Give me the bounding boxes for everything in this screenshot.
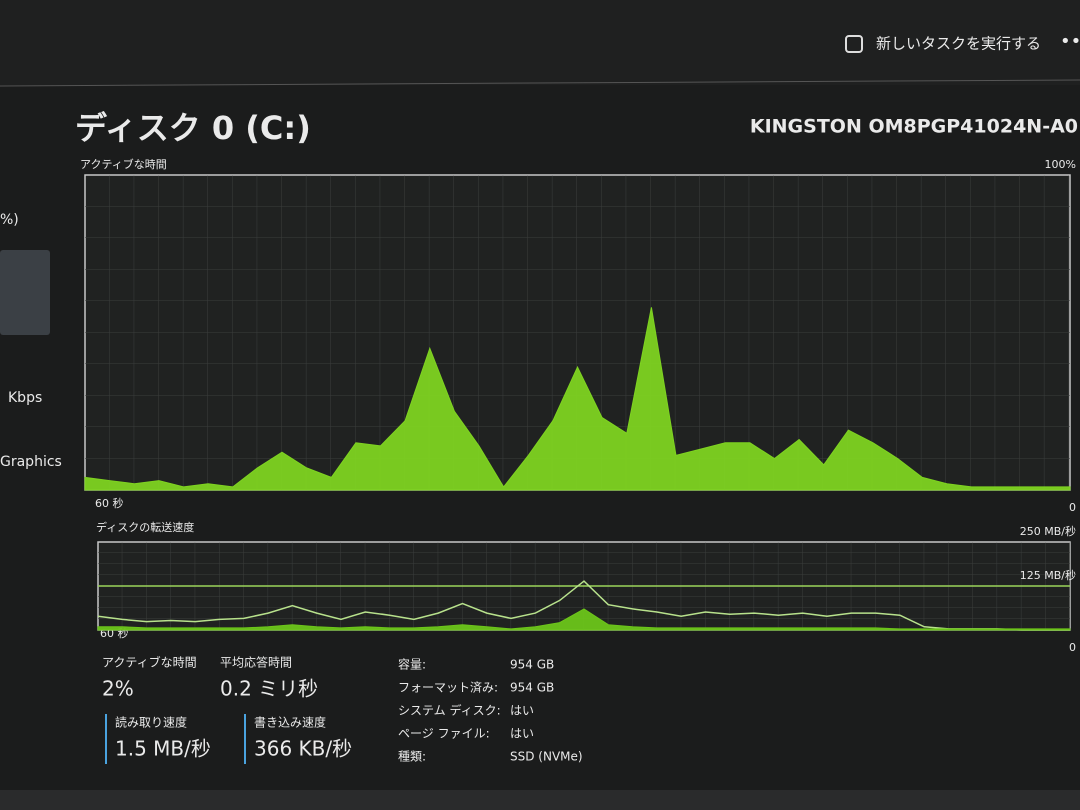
taskbar: [0, 790, 1080, 810]
property-value: はい: [510, 704, 534, 718]
chart-label: アクティブな時間: [80, 157, 167, 171]
stat-label: 書き込み速度: [254, 715, 326, 730]
selected-item[interactable]: [0, 250, 50, 335]
property-value: 954 GB: [510, 658, 554, 672]
stat-value: 366 KB/秒: [254, 737, 352, 761]
property-value: SSD (NVMe): [510, 750, 583, 764]
time-label: 60 秒: [95, 496, 124, 510]
stat-label: 平均応答時間: [220, 655, 292, 670]
property-value: はい: [510, 727, 534, 741]
y-tick-label: 0: [1069, 641, 1076, 654]
sidebar-item[interactable]: %): [0, 212, 19, 228]
chart-label: ディスクの転送速度: [96, 520, 194, 534]
line: [97, 580, 1070, 631]
property-label: ページ ファイル:: [398, 727, 490, 741]
y-tick-label: 250 MB/秒: [1020, 524, 1076, 538]
stat-label: 読み取り速度: [115, 715, 187, 730]
property-label: フォーマット済み:: [398, 680, 498, 695]
sidebar-item[interactable]: Graphics: [0, 454, 62, 470]
more-button[interactable]: •••: [1060, 31, 1080, 52]
disk-model: KINGSTON OM8PGP41024N-A0: [750, 116, 1078, 138]
run-task-button[interactable]: 新しいタスクを実行する: [876, 35, 1041, 53]
stat-value: 2%: [102, 677, 134, 701]
stat-label: アクティブな時間: [102, 655, 197, 670]
disk-title: ディスク 0 (C:): [75, 109, 311, 147]
area: [84, 307, 1071, 491]
property-label: システム ディスク:: [398, 703, 501, 718]
sidebar-item[interactable]: Kbps: [8, 390, 42, 406]
property-label: 種類:: [398, 750, 426, 764]
top-bar: [0, 0, 1080, 85]
stat-value: 1.5 MB/秒: [115, 737, 211, 761]
y-tick-label: 0: [1069, 501, 1076, 514]
y-tick-label: 125 MB/秒: [1020, 568, 1076, 582]
y-tick-label: 100%: [1045, 158, 1076, 171]
property-label: 容量:: [398, 657, 426, 672]
area: [97, 608, 1071, 631]
run-task-icon[interactable]: [845, 35, 863, 53]
property-value: 954 GB: [510, 681, 554, 695]
divider: [0, 79, 1080, 87]
stat-value: 0.2 ミリ秒: [220, 677, 318, 701]
